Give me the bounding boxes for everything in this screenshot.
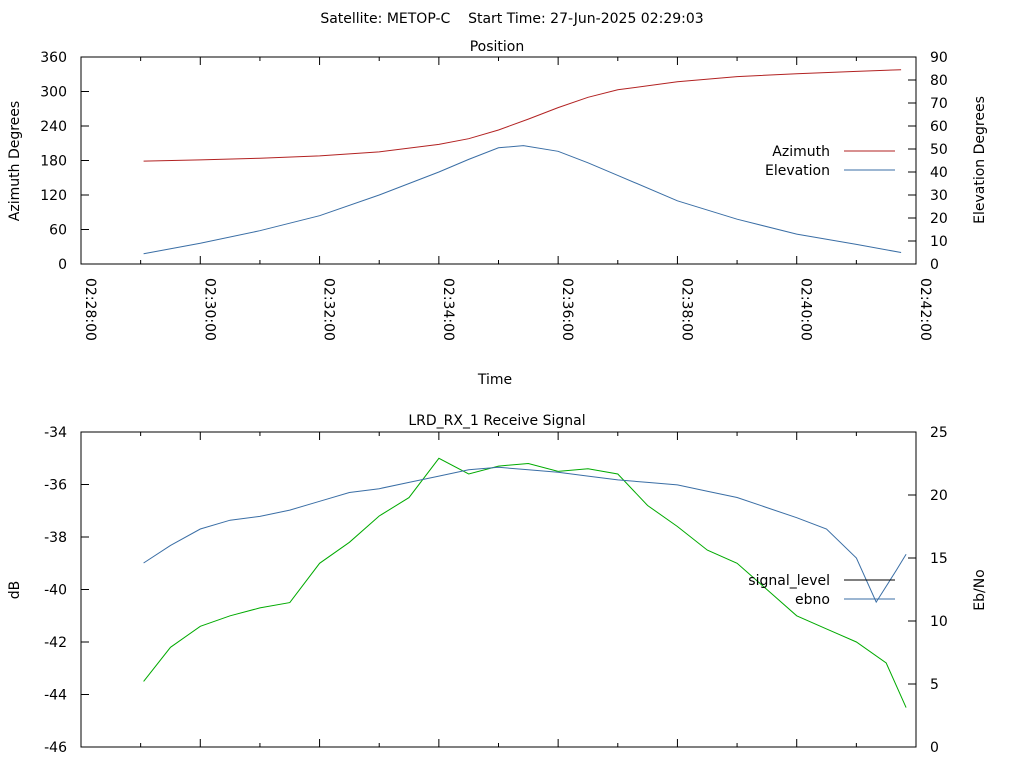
position-chart-title: Position xyxy=(470,39,525,55)
ebno-axis-label: Eb/No xyxy=(972,569,988,611)
series-line-elevation xyxy=(143,145,902,255)
azimuth-tick-label: 120 xyxy=(40,188,67,204)
signal-legend: signal_level ebno xyxy=(748,573,895,608)
time-tick-label: 02:42:00 xyxy=(917,278,933,341)
azimuth-tick-label: 60 xyxy=(49,223,67,239)
azimuth-tick-label: 300 xyxy=(40,85,67,101)
signal-plot-frame xyxy=(80,431,917,748)
elevation-axis-label: Elevation Degrees xyxy=(972,96,988,224)
position-legend: Azimuth Elevation xyxy=(765,144,895,179)
elevation-tick-label: 90 xyxy=(930,50,948,66)
time-tick-label: 02:30:00 xyxy=(201,278,217,341)
time-axis-label: Time xyxy=(477,372,512,388)
legend-label-azimuth: Azimuth xyxy=(772,144,830,160)
time-tick-label: 02:34:00 xyxy=(440,278,456,341)
ebno-tick-label: 5 xyxy=(930,677,939,693)
elevation-tick-label: 70 xyxy=(930,96,948,112)
db-tick-label: -36 xyxy=(44,478,67,494)
time-tick-label: 02:38:00 xyxy=(678,278,694,341)
elevation-tick-label: 20 xyxy=(930,211,948,227)
time-tick-label: 02:28:00 xyxy=(82,278,98,341)
azimuth-tick-label: 0 xyxy=(58,257,67,273)
elevation-tick-label: 40 xyxy=(930,165,948,181)
db-tick-label: -34 xyxy=(44,425,67,441)
ebno-tick-label: 15 xyxy=(930,551,948,567)
time-tick-label: 02:40:00 xyxy=(798,278,814,341)
signal-series xyxy=(143,457,907,708)
db-tick-label: -42 xyxy=(44,635,67,651)
db-tick-label: -38 xyxy=(44,530,67,546)
azimuth-tick-label: 360 xyxy=(40,50,67,66)
elevation-tick-label: 30 xyxy=(930,188,948,204)
azimuth-tick-label: 180 xyxy=(40,154,67,170)
legend-label-ebno: ebno xyxy=(795,592,830,608)
db-tick-label: -40 xyxy=(44,583,67,599)
db-tick-label: -46 xyxy=(44,740,67,756)
figure-title: Satellite: METOP-C Start Time: 27-Jun-20… xyxy=(320,11,703,27)
position-chart: Position 0 60 120 180 240 300 360 0 10 20 30 40 50 6… xyxy=(7,39,988,388)
legend-label-elevation: Elevation xyxy=(765,163,830,179)
elevation-tick-label: 10 xyxy=(930,234,948,250)
series-line-azimuth xyxy=(143,69,902,162)
azimuth-tick-label: 240 xyxy=(40,119,67,135)
signal-chart-title: LRD_RX_1 Receive Signal xyxy=(408,413,585,429)
time-tick-label: 02:32:00 xyxy=(321,278,337,341)
elevation-tick-label: 50 xyxy=(930,142,948,158)
series-line-signal-level xyxy=(143,457,907,708)
elevation-axis: 0 10 20 30 40 50 60 70 80 90 xyxy=(908,50,948,273)
ebno-tick-label: 25 xyxy=(930,425,948,441)
db-axis-label: dB xyxy=(7,581,23,600)
elevation-tick-label: 0 xyxy=(930,257,939,273)
signal-time-ticks xyxy=(80,432,917,747)
time-axis: 02:28:00 02:30:00 02:32:00 02:34:00 02:36:00… xyxy=(80,57,933,341)
azimuth-axis: 0 60 120 180 240 300 360 xyxy=(40,50,89,273)
ebno-tick-label: 20 xyxy=(930,488,948,504)
elevation-tick-label: 80 xyxy=(930,73,948,89)
ebno-tick-label: 10 xyxy=(930,614,948,630)
db-axis: -34 -36 -38 -40 -42 -44 -46 xyxy=(44,425,89,756)
position-series xyxy=(143,69,902,255)
series-line-ebno xyxy=(143,466,907,604)
signal-chart: LRD_RX_1 Receive Signal -34-36-38-40-42-… xyxy=(7,413,988,756)
legend-label-signal-level: signal_level xyxy=(748,573,830,589)
elevation-tick-label: 60 xyxy=(930,119,948,135)
ebno-axis: 0 5 10 15 20 25 xyxy=(908,425,948,756)
time-tick-label: 02:36:00 xyxy=(559,278,575,341)
db-tick-label: -44 xyxy=(44,688,67,704)
ebno-tick-label: 0 xyxy=(930,740,939,756)
azimuth-axis-label: Azimuth Degrees xyxy=(7,101,23,221)
